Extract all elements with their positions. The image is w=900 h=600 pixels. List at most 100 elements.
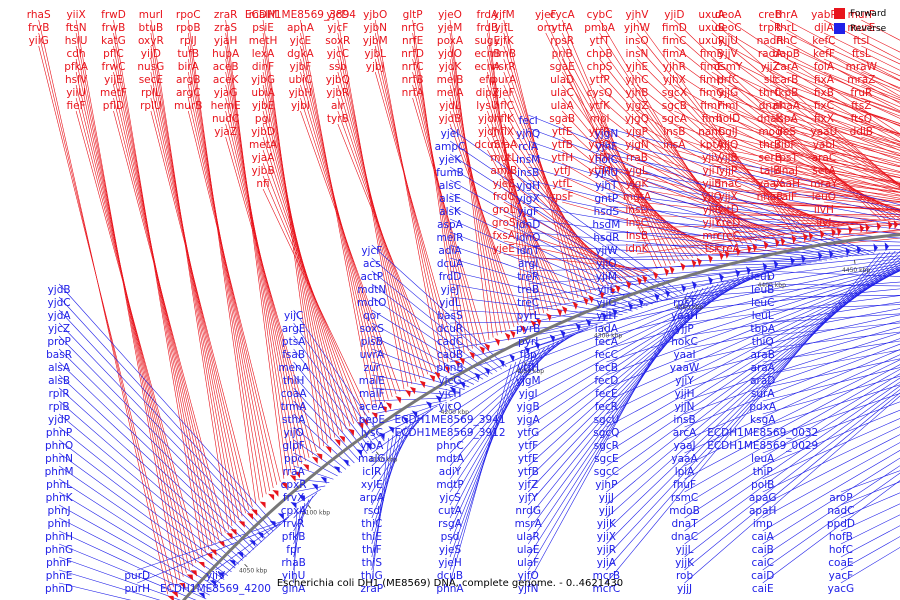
gene-label: yjbR xyxy=(326,87,349,99)
leader-line xyxy=(528,274,755,415)
gene-label: fixX xyxy=(814,113,834,125)
leader-line xyxy=(606,270,900,402)
leader-line xyxy=(113,45,210,550)
gene-label: ecnB xyxy=(474,48,500,60)
leader-line xyxy=(113,58,213,547)
leader-line xyxy=(487,136,566,304)
leader-line xyxy=(823,45,900,82)
tick-mark xyxy=(244,563,248,568)
gene-feature xyxy=(520,325,526,334)
gene-label: malM xyxy=(249,9,278,21)
leader-line xyxy=(528,140,864,256)
leader-line xyxy=(300,19,374,411)
gene-label: yjfZ xyxy=(518,479,538,491)
gene-label: frvX xyxy=(283,492,304,504)
gene-label: thiC xyxy=(361,518,382,530)
gene-label: arpA xyxy=(360,492,385,504)
leader-line xyxy=(711,188,900,207)
gene-label: hflC xyxy=(493,100,514,112)
gene-label: dinF xyxy=(252,61,274,73)
gene-feature xyxy=(691,259,697,268)
gene-label: ptsA xyxy=(282,336,306,348)
gene-feature xyxy=(237,552,244,559)
leader-line xyxy=(606,166,900,221)
leader-line xyxy=(75,71,190,570)
gene-label: yjgQ xyxy=(625,113,649,125)
gene-label: alsA xyxy=(48,362,71,374)
gene-label: phnA xyxy=(436,583,464,595)
leader-line xyxy=(371,348,470,388)
leader-line xyxy=(674,136,900,210)
gene-label: deoC xyxy=(715,22,742,34)
gene-label: katG xyxy=(101,35,126,47)
gene-label: yjiH xyxy=(596,310,616,322)
gene-label: yjgN xyxy=(625,139,649,151)
leader-line xyxy=(786,32,900,90)
gene-label: yjaG xyxy=(214,87,238,99)
leader-line xyxy=(503,97,601,290)
gene-label: hsdS xyxy=(594,206,620,218)
leader-line xyxy=(225,97,306,461)
leader-line xyxy=(606,218,900,239)
gene-label: thrA xyxy=(775,9,798,21)
leader-line xyxy=(770,175,900,193)
leader-line xyxy=(58,361,255,550)
gene-label: ytfH xyxy=(551,152,573,164)
leader-line xyxy=(150,58,240,520)
leader-line xyxy=(75,19,178,584)
gene-label: caiD xyxy=(751,570,774,582)
leader-line xyxy=(728,123,900,172)
leader-line xyxy=(187,84,274,488)
leader-line xyxy=(599,32,739,246)
gene-feature xyxy=(259,501,266,509)
gene-label: insB xyxy=(626,230,648,242)
leader-line xyxy=(371,283,493,375)
gene-label: yjhF xyxy=(595,141,617,153)
gene-label: yaaI xyxy=(673,349,695,361)
leader-line xyxy=(293,465,334,480)
leader-line xyxy=(770,110,900,151)
leader-line xyxy=(293,452,338,477)
gene-label: orn xyxy=(537,22,554,34)
gene-feature xyxy=(218,541,225,548)
gene-label: pfkA xyxy=(64,61,88,73)
gene-label: mdoB xyxy=(669,505,700,517)
leader-line xyxy=(371,374,461,393)
gene-feature xyxy=(546,313,552,322)
leader-line xyxy=(770,71,900,127)
leader-line xyxy=(225,71,299,467)
gene-feature xyxy=(238,521,245,528)
gene-label: caiB xyxy=(752,544,774,556)
gene-label: hokC xyxy=(671,336,698,348)
gene-label: basR xyxy=(46,349,72,361)
leader-line xyxy=(113,84,219,540)
gene-label: radA xyxy=(758,48,783,60)
gene-label: iadA xyxy=(595,323,619,335)
leader-line xyxy=(786,188,900,203)
gene-label: phnL xyxy=(46,479,72,491)
leader-line xyxy=(727,45,900,142)
gene-label: leuC xyxy=(751,297,774,309)
gene-label: uxuR xyxy=(698,35,725,47)
gene-label: ytfK xyxy=(589,100,611,112)
gene-label: yjbG xyxy=(251,74,275,86)
leader-line xyxy=(606,260,900,311)
leader-line xyxy=(636,188,854,225)
gene-label: frwC xyxy=(102,61,126,73)
leader-line xyxy=(150,84,246,514)
gene-label: aroP xyxy=(829,492,852,504)
leader-line xyxy=(684,381,900,532)
gene-feature xyxy=(334,439,341,447)
leader-line xyxy=(449,153,673,298)
gene-label: mgtA xyxy=(623,191,652,203)
tick-marks: 4050 kbp 4100 kbp 4150 kbp 4200 kbp 4250 kbp… xyxy=(239,259,870,575)
gene-label: ulaF xyxy=(517,557,539,569)
leader-line xyxy=(225,58,295,470)
gene-feature xyxy=(269,520,276,528)
leader-line xyxy=(770,149,900,176)
leader-line xyxy=(150,45,236,523)
gene-feature xyxy=(210,549,217,556)
gene-label: malE xyxy=(359,375,385,387)
leader-line xyxy=(262,84,339,435)
